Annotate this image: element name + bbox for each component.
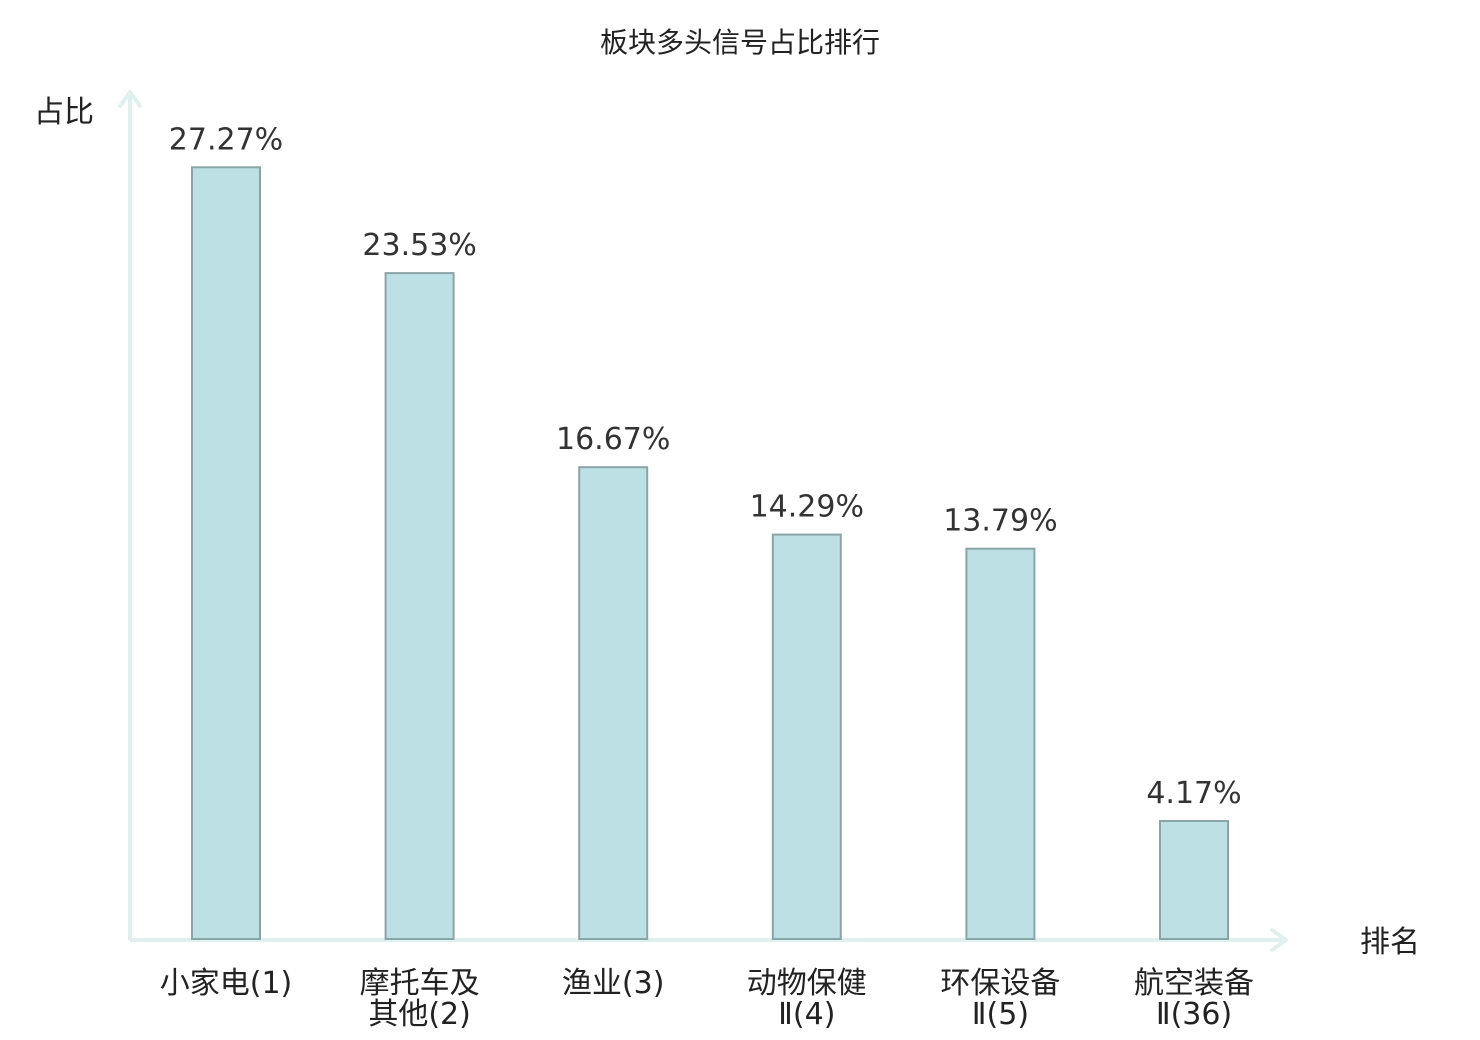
- category-label-4-line-1: 动物保健: [747, 966, 867, 1001]
- bar-4: [771, 533, 842, 940]
- category-label-6-line-2: Ⅱ(36): [1156, 997, 1232, 1032]
- category-label-6-line-1: 航空装备: [1134, 966, 1254, 1001]
- value-label-5: 13.79%: [943, 504, 1057, 539]
- category-labels-group: 小家电(1) 摩托车及其他(2) 渔业(3) 动物保健 Ⅱ(4) 环保设备 Ⅱ(5) 航空装备…: [160, 966, 1254, 1032]
- value-label-6: 4.17%: [1146, 776, 1241, 811]
- category-label-4-line-2: Ⅱ(4): [778, 997, 835, 1032]
- bars-group: [191, 166, 1229, 941]
- bar-2: [384, 272, 455, 941]
- category-label-1-line-1: 小家电(1): [160, 966, 293, 1001]
- y-axis-arrowhead: [118, 90, 142, 108]
- value-label-1: 27.27%: [169, 122, 283, 157]
- x-axis-arrowhead: [1270, 928, 1288, 952]
- category-label-4: 动物保健 Ⅱ(4): [747, 966, 867, 1032]
- category-label-5-line-1: 环保设备: [940, 966, 1060, 1001]
- category-label-3: 渔业(3): [562, 966, 665, 1001]
- category-label-2: 摩托车及其他(2): [360, 966, 480, 1032]
- bar-3: [578, 466, 649, 940]
- category-label-5-line-2: Ⅱ(5): [972, 997, 1029, 1032]
- bar-5: [965, 547, 1036, 940]
- category-label-1: 小家电(1): [160, 966, 293, 1001]
- category-label-5: 环保设备 Ⅱ(5): [940, 966, 1060, 1032]
- chart-title: 板块多头信号占比排行: [600, 26, 880, 59]
- bar-1: [191, 166, 261, 941]
- value-label-2: 23.53%: [362, 228, 476, 263]
- category-label-6: 航空装备 Ⅱ(36): [1134, 966, 1254, 1032]
- value-label-3: 16.67%: [556, 422, 670, 457]
- value-labels-group: 27.27% 23.53% 16.67% 14.29% 13.79% 4.17%: [169, 122, 1242, 811]
- category-label-2-line-1: 摩托车及: [360, 966, 480, 1001]
- category-label-2-line-2: 其他(2): [368, 997, 471, 1032]
- x-axis-title: 排名: [1360, 925, 1420, 960]
- y-axis-title: 占比: [34, 95, 94, 130]
- axes: [118, 90, 1288, 952]
- value-label-4: 14.29%: [750, 490, 864, 525]
- category-label-3-line-1: 渔业(3): [562, 966, 665, 1001]
- bar-6: [1159, 820, 1229, 940]
